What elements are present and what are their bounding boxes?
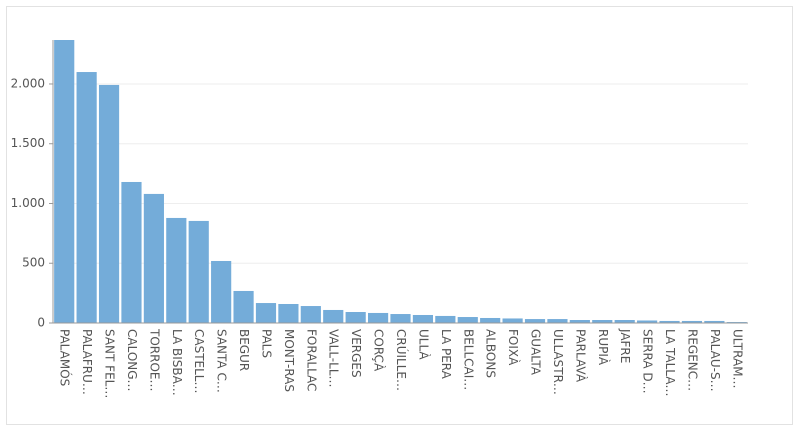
bar	[480, 317, 501, 323]
bar	[278, 303, 299, 323]
x-tick-label: SANTA C…	[215, 329, 229, 393]
x-tick-label: LA BISBA…	[170, 329, 184, 396]
bar	[323, 309, 344, 323]
bar	[592, 320, 613, 323]
bar	[435, 315, 456, 323]
x-tick-label: SANT FEL…	[103, 329, 117, 398]
bar	[166, 217, 187, 323]
x-tick-label: PALS	[259, 329, 273, 358]
bar	[255, 303, 277, 323]
x-tick-label: BELLCAI…	[461, 329, 475, 390]
bar	[704, 320, 725, 323]
x-tick-label: ULLÀ	[416, 329, 431, 360]
x-tick-label: PALAFRU…	[80, 329, 94, 395]
x-tick-label: MONT-RAS	[282, 329, 296, 392]
y-tick-label: 2.000	[11, 76, 45, 90]
x-tick-label: VALL-LL…	[327, 329, 341, 388]
x-tick-label: GUALTA	[529, 329, 543, 376]
x-tick-label: CRÚILLE…	[394, 329, 409, 391]
bar	[390, 314, 411, 323]
bar	[143, 193, 164, 323]
x-tick-label: FOIXÀ	[506, 329, 521, 366]
x-tick-label: REGENC…	[685, 329, 699, 391]
bar	[345, 312, 366, 323]
bar	[569, 320, 590, 323]
x-tick-label: PARLAVÀ	[573, 329, 588, 383]
x-tick-label: ALBONS	[484, 329, 498, 378]
x-tick-label: ULTRAM…	[730, 329, 744, 389]
bar	[233, 290, 254, 323]
x-tick-label: PALAMÓS	[58, 329, 73, 386]
x-tick-label: CASTELL…	[192, 329, 206, 394]
y-tick-label: 0	[37, 316, 45, 330]
x-tick-label: ULLASTR…	[551, 329, 565, 395]
x-tick-label: FORALLAC	[304, 329, 318, 391]
bar	[98, 84, 120, 323]
bar	[54, 40, 75, 323]
y-tick-label: 1.500	[11, 136, 45, 150]
bar	[300, 306, 321, 323]
y-tick-label: 500	[22, 256, 45, 270]
x-tick-label: JAFRE	[618, 328, 632, 363]
bar	[76, 72, 97, 323]
bar	[524, 319, 546, 323]
x-tick-label: BEGUR	[237, 329, 251, 371]
bar	[412, 314, 434, 323]
x-tick-label: LA TALLA…	[663, 329, 677, 396]
bar	[121, 181, 142, 323]
bar	[502, 318, 523, 323]
bar	[659, 320, 680, 323]
bar	[211, 260, 232, 323]
bar	[188, 220, 209, 323]
bar	[367, 312, 389, 323]
bar	[457, 317, 478, 323]
bar	[547, 319, 568, 323]
x-tick-label: SERRA D…	[641, 329, 655, 394]
bar	[614, 320, 635, 323]
bar	[637, 320, 658, 323]
x-tick-label: PALAU-S…	[708, 329, 722, 392]
x-tick-label: LA PERA	[439, 329, 453, 380]
bar	[681, 320, 703, 323]
x-tick-label: RUPIÀ	[596, 329, 611, 366]
y-tick-label: 1.000	[11, 196, 45, 210]
x-tick-label: TORROE…	[147, 328, 161, 391]
x-tick-label: VERGES	[349, 329, 363, 378]
x-tick-label: CORÇÀ	[372, 329, 387, 372]
x-tick-label: CALONG…	[125, 329, 139, 392]
